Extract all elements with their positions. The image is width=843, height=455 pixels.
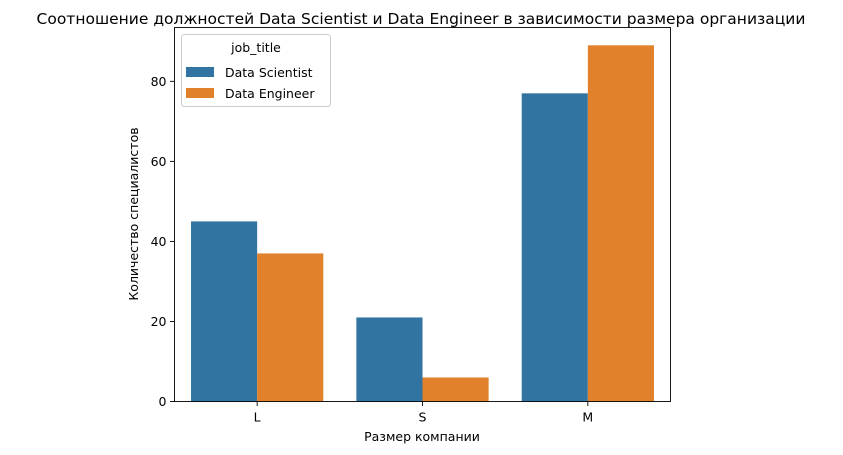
bar-data-engineer-S: [422, 377, 489, 402]
legend-box: [181, 34, 331, 107]
bars-group: [191, 45, 654, 402]
bar-data-engineer-M: [587, 45, 654, 402]
y-tick-label: 60: [151, 154, 167, 169]
chart-title: Соотношение должностей Data Scientist и …: [37, 10, 806, 28]
x-tick-label-L: L: [254, 410, 261, 425]
y-tick-label: 20: [151, 314, 167, 329]
x-axis-label: Размер компании: [364, 429, 480, 444]
bar-data-scientist-L: [191, 221, 258, 402]
bar-data-scientist-S: [356, 317, 423, 402]
legend-swatch-data-engineer: [186, 88, 214, 98]
x-tick-label-S: S: [419, 410, 427, 425]
legend-label-data-scientist: Data Scientist: [225, 65, 313, 80]
legend-label-data-engineer: Data Engineer: [225, 86, 315, 101]
legend: job_title Data Scientist Data Engineer: [181, 34, 331, 107]
legend-title: job_title: [230, 40, 281, 55]
y-axis-ticks: 0 20 40 60 80: [151, 74, 175, 409]
bar-data-engineer-L: [257, 253, 324, 402]
x-tick-label-M: M: [582, 410, 593, 425]
y-tick-label: 80: [151, 74, 167, 89]
y-tick-label: 40: [151, 234, 167, 249]
y-tick-label: 0: [159, 394, 167, 409]
legend-swatch-data-scientist: [186, 67, 214, 77]
y-axis-label: Количество специалистов: [126, 127, 141, 300]
bar-data-scientist-M: [521, 93, 588, 402]
